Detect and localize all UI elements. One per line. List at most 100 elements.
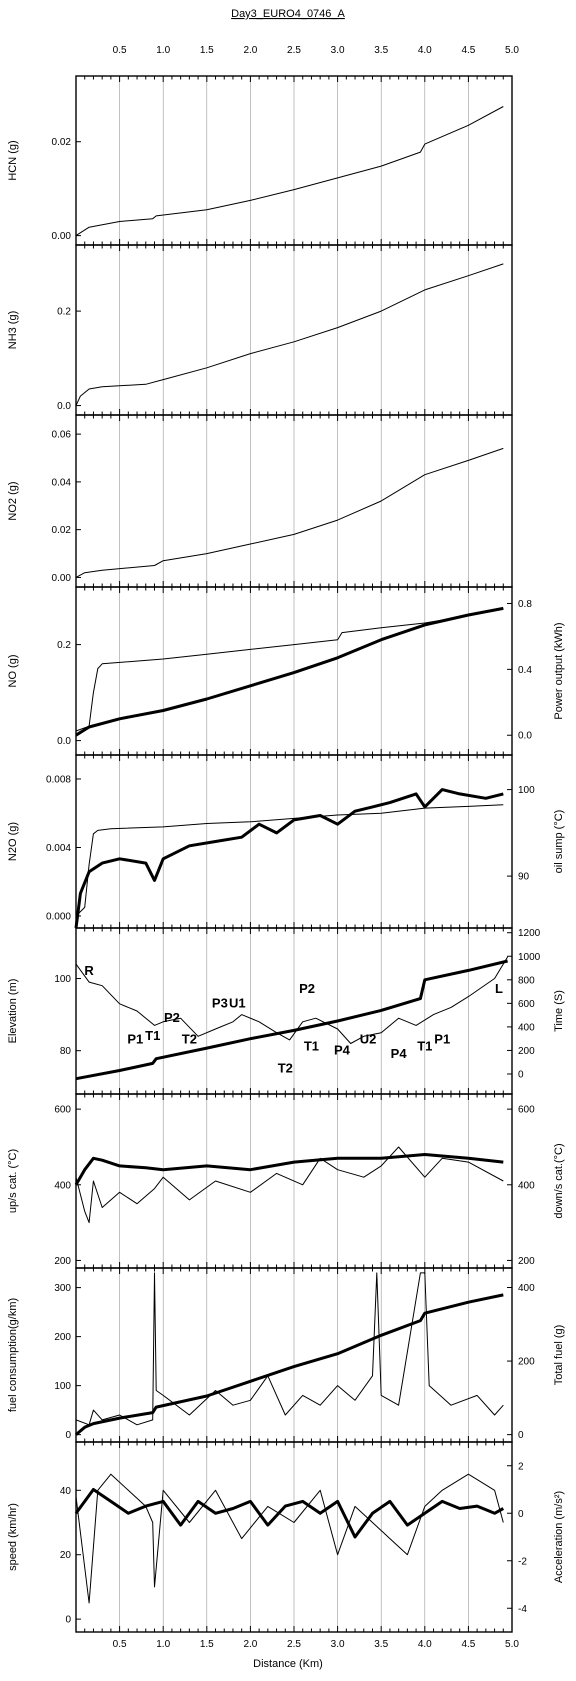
y-tick-label-left: 20 bbox=[60, 1550, 72, 1561]
x-axis-label: Distance (Km) bbox=[253, 1658, 323, 1670]
x-tick-label-top: 5.0 bbox=[505, 45, 519, 56]
y-tick-label-left: 0.02 bbox=[52, 525, 72, 536]
series-line bbox=[74, 1488, 505, 1539]
x-tick-label-bottom: 3.0 bbox=[331, 1639, 345, 1650]
y-axis-label-right: Total fuel (g) bbox=[553, 1325, 565, 1386]
y-axis-label-left: NO (g) bbox=[7, 655, 19, 688]
y-tick-label-right: 0.4 bbox=[518, 665, 532, 676]
y-tick-label-left: 0.004 bbox=[46, 843, 71, 854]
series-line bbox=[75, 1272, 504, 1426]
panel-3: 0.00 0.02 0.04 0.06 NO2 (g) bbox=[7, 414, 513, 588]
y-axis-label-left: speed (km/hr) bbox=[7, 1503, 19, 1571]
y-tick-label-left: 400 bbox=[54, 1180, 71, 1191]
y-axis-label-left: N2O (g) bbox=[7, 822, 19, 861]
series-line bbox=[74, 1153, 504, 1186]
y-tick-label-left: 0.2 bbox=[57, 640, 71, 651]
x-tick-label-top: 0.5 bbox=[113, 45, 127, 56]
y-tick-label-left: 600 bbox=[54, 1105, 71, 1116]
y-tick-label-right: 600 bbox=[518, 1105, 535, 1116]
elevation-annotation: U2 bbox=[360, 1031, 377, 1046]
y-tick-label-left: 0.06 bbox=[52, 430, 72, 441]
y-tick-label-left: 300 bbox=[54, 1283, 71, 1294]
x-tick-label-top: 4.5 bbox=[461, 45, 475, 56]
elevation-annotation: T1 bbox=[145, 1028, 160, 1043]
series-line bbox=[75, 447, 504, 578]
panel-4: 0.0 0.2 0.0 0.4 0.8 NO (g) Power output (kWh) bbox=[7, 586, 565, 756]
y-axis-label-right: oil sump (°C) bbox=[553, 810, 565, 874]
series-line bbox=[75, 608, 504, 732]
y-tick-label-left: 0 bbox=[65, 1615, 71, 1626]
y-tick-label-right: 400 bbox=[518, 1283, 535, 1294]
x-tick-label-bottom: 4.5 bbox=[461, 1639, 475, 1650]
panel-7: 200 400 600 200 400 600 up/s cat. (°C) down/s c… bbox=[7, 1093, 565, 1269]
x-tick-label-bottom: 1.0 bbox=[156, 1639, 170, 1650]
x-tick-label-top: 3.5 bbox=[374, 45, 388, 56]
x-tick-label-bottom: 5.0 bbox=[505, 1639, 519, 1650]
elevation-annotation: T1 bbox=[417, 1039, 432, 1054]
elevation-annotation: T2 bbox=[182, 1031, 197, 1046]
y-tick-label-right: 400 bbox=[518, 1180, 535, 1191]
y-tick-label-left: 200 bbox=[54, 1332, 71, 1343]
y-tick-label-right: 400 bbox=[518, 1022, 535, 1033]
y-tick-label-left: 0.000 bbox=[46, 912, 71, 923]
y-tick-label-left: 0.0 bbox=[57, 401, 71, 412]
y-axis-label-right: Power output (kWh) bbox=[553, 622, 565, 719]
y-tick-label-left: 0.00 bbox=[52, 573, 72, 584]
panel-8: 0 100 200 300 0 200 400 fuel consumption(g/km) T… bbox=[7, 1267, 565, 1443]
x-tick-label-top: 2.5 bbox=[287, 45, 301, 56]
y-tick-label-left: 100 bbox=[54, 974, 71, 985]
y-tick-label-right: 200 bbox=[518, 1256, 535, 1267]
chart-title: Day3_EURO4_0746_A bbox=[231, 8, 345, 20]
top-x-tick-labels: 0.5 1.0 1.5 2.0 2.5 3.0 3.5 4.0 4.5 5.0 bbox=[113, 45, 520, 56]
y-tick-label-right: 0 bbox=[518, 1509, 524, 1520]
series-line bbox=[74, 788, 504, 929]
series-line bbox=[75, 1146, 504, 1224]
x-tick-label-top: 1.5 bbox=[200, 45, 214, 56]
y-tick-label-right: 200 bbox=[518, 1046, 535, 1057]
panel-9: 0 20 40 -4 -2 0 2 speed (km/hr) Acceleration (m/… bbox=[7, 1441, 565, 1633]
x-tick-label-bottom: 4.0 bbox=[418, 1639, 432, 1650]
y-tick-label-left: 0 bbox=[65, 1430, 71, 1441]
y-axis-label-right: Acceleration (m/s²) bbox=[553, 1491, 565, 1583]
plot-frame bbox=[75, 1441, 513, 1633]
y-tick-label-right: 1200 bbox=[518, 928, 541, 939]
elevation-annotation: P2 bbox=[299, 981, 315, 996]
elevation-annotation: P1 bbox=[127, 1031, 143, 1046]
y-tick-label-right: 90 bbox=[518, 872, 530, 883]
y-tick-label-left: 40 bbox=[60, 1486, 72, 1497]
x-tick-label-top: 4.0 bbox=[418, 45, 432, 56]
x-tick-label-bottom: 0.5 bbox=[113, 1639, 127, 1650]
y-axis-label-left: HCN (g) bbox=[7, 140, 19, 180]
y-tick-label-right: 0 bbox=[518, 1069, 524, 1080]
y-axis-label-left: up/s cat. (°C) bbox=[7, 1149, 19, 1213]
y-tick-label-right: 0 bbox=[518, 1430, 524, 1441]
y-tick-label-left: 100 bbox=[54, 1381, 71, 1392]
series-line bbox=[75, 959, 508, 1081]
y-tick-label-left: 0.00 bbox=[52, 231, 72, 242]
y-tick-label-right: 600 bbox=[518, 999, 535, 1010]
y-tick-label-right: 800 bbox=[518, 975, 535, 986]
y-tick-label-left: 0.02 bbox=[52, 137, 72, 148]
series-line bbox=[75, 956, 509, 1044]
y-axis-label-right: down/s cat.(°C) bbox=[553, 1143, 565, 1218]
y-tick-label-right: -4 bbox=[518, 1604, 527, 1615]
panel-2: 0.0 0.2 NH3 (g) bbox=[7, 244, 513, 416]
y-tick-label-right: 200 bbox=[518, 1357, 535, 1368]
series-line bbox=[75, 263, 504, 406]
y-tick-label-right: 2 bbox=[518, 1461, 524, 1472]
y-tick-label-right: 0.8 bbox=[518, 599, 532, 610]
bottom-x-tick-labels: 0.5 1.0 1.5 2.0 2.5 3.0 3.5 4.0 4.5 5.0 bbox=[113, 1639, 520, 1650]
y-tick-label-left: 0.0 bbox=[57, 736, 71, 747]
elevation-annotation: P3 bbox=[212, 995, 228, 1010]
x-tick-label-bottom: 3.5 bbox=[374, 1639, 388, 1650]
elevation-annotation: P1 bbox=[434, 1031, 450, 1046]
y-tick-label-right: 0.0 bbox=[518, 731, 532, 742]
y-tick-label-left: 0.04 bbox=[52, 477, 72, 488]
x-tick-label-top: 2.0 bbox=[243, 45, 257, 56]
series-line bbox=[75, 606, 504, 737]
series-line bbox=[75, 1473, 504, 1604]
elevation-annotation: P4 bbox=[391, 1046, 408, 1061]
elevation-annotation: T1 bbox=[304, 1039, 319, 1054]
